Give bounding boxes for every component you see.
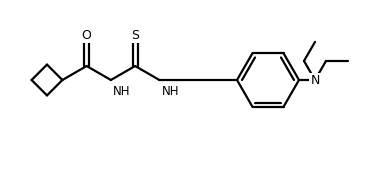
Text: N: N <box>310 73 320 87</box>
Text: S: S <box>131 29 139 42</box>
Text: NH: NH <box>113 85 130 98</box>
Text: NH: NH <box>161 85 179 98</box>
Text: O: O <box>82 29 92 42</box>
